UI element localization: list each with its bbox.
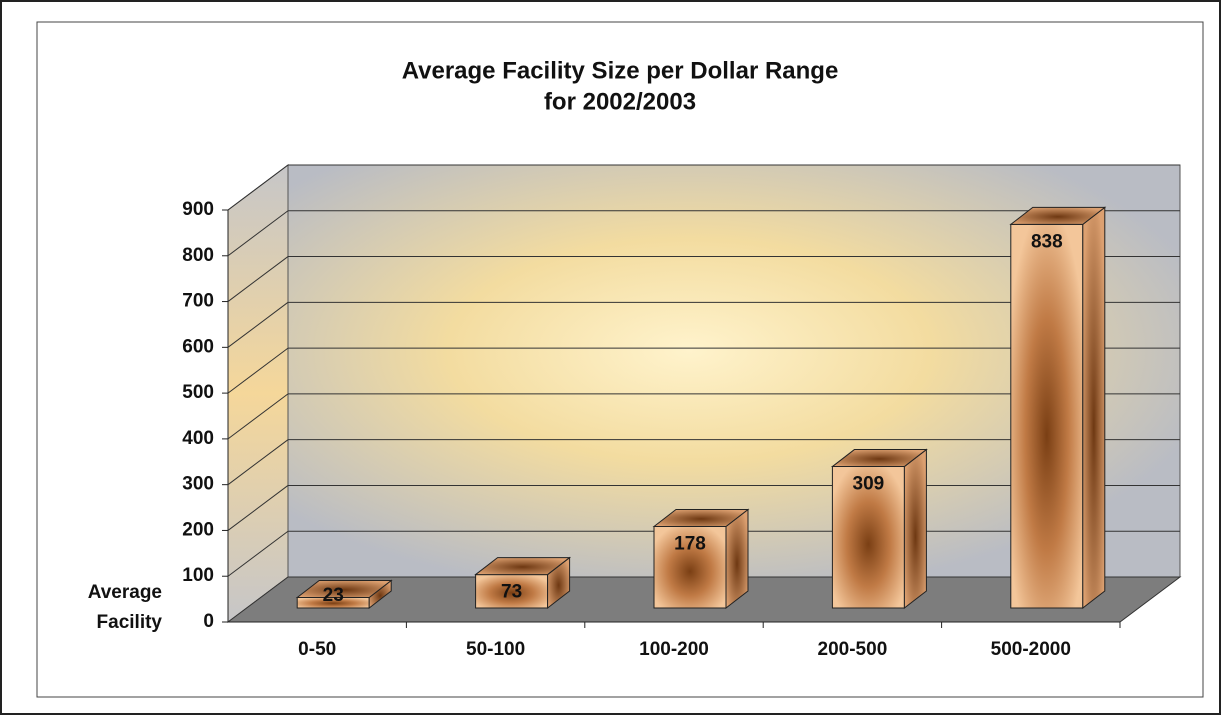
x-tick-label: 200-500 (818, 639, 888, 660)
value-label: 73 (501, 582, 522, 603)
value-label: 838 (1031, 231, 1063, 252)
y-tick-label: 500 (182, 382, 214, 403)
bar (652, 508, 750, 610)
y-tick-label: 900 (182, 199, 214, 220)
grid-line (227, 347, 289, 394)
bar-face (903, 448, 927, 610)
y-tick-label: 0 (203, 611, 214, 632)
bar (295, 579, 393, 610)
x-tick-label: 50-100 (466, 639, 525, 660)
value-label: 178 (674, 534, 706, 555)
bar-face (1010, 223, 1084, 609)
bar-face (1009, 206, 1107, 225)
grid-line (227, 256, 289, 302)
chart-subtitle: for 2002/2003 (544, 88, 696, 115)
y-tick-label: 800 (182, 245, 214, 266)
bar-face (1082, 206, 1106, 610)
chart-title: Average Facility Size per Dollar Range (402, 57, 839, 84)
x-tick-label: 100-200 (639, 639, 709, 660)
grid-line (227, 530, 289, 577)
grid-line (227, 301, 289, 348)
y-tick-label: 400 (182, 428, 214, 449)
bar (474, 556, 572, 610)
bar-face (830, 449, 928, 468)
grid-line (227, 485, 289, 531)
grid-line (227, 439, 289, 486)
chart-border (36, 21, 1204, 698)
y-tick-label: 100 (182, 565, 214, 586)
y-tick-label: 700 (182, 291, 214, 312)
y-tick-label: 200 (182, 519, 214, 540)
bar-face (295, 579, 393, 598)
bar (830, 448, 928, 610)
y-axis-label: Average Facility (87, 582, 162, 633)
grid-line (227, 210, 289, 257)
bar-face (652, 509, 750, 528)
y-tick-label: 300 (182, 474, 214, 495)
x-tick-label: 500-2000 (991, 639, 1071, 660)
bar-face (474, 557, 572, 576)
x-tick-label: 0-50 (298, 639, 336, 660)
grid-line (227, 393, 289, 440)
bar (1009, 206, 1107, 610)
value-label: 23 (323, 585, 344, 606)
grid-line (227, 164, 289, 211)
value-label: 309 (853, 474, 885, 495)
y-tick-label: 600 (182, 336, 214, 357)
